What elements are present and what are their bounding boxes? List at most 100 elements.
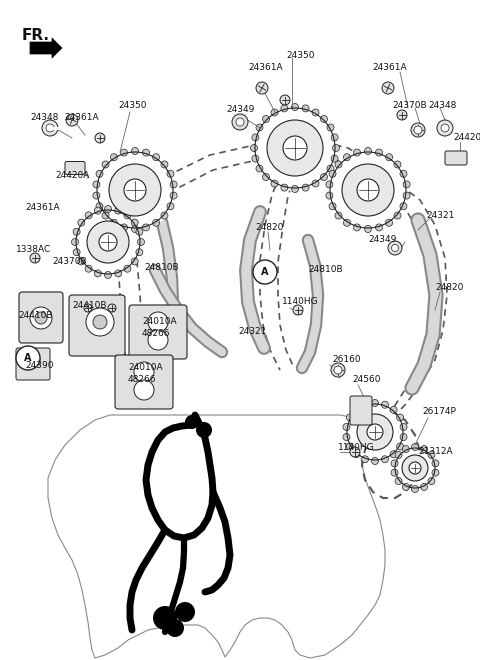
Text: 24348: 24348 <box>428 100 456 110</box>
Circle shape <box>333 145 339 152</box>
Circle shape <box>134 380 154 400</box>
Circle shape <box>85 212 92 219</box>
FancyBboxPatch shape <box>16 348 50 380</box>
Circle shape <box>267 120 323 176</box>
Text: 24349: 24349 <box>368 236 396 244</box>
Circle shape <box>108 304 116 312</box>
Circle shape <box>30 307 52 329</box>
Circle shape <box>302 184 309 191</box>
Circle shape <box>120 149 128 156</box>
Circle shape <box>78 258 85 265</box>
Text: 21312A: 21312A <box>418 447 453 457</box>
Circle shape <box>236 118 244 126</box>
Text: 24410B: 24410B <box>18 310 52 319</box>
Text: 24349: 24349 <box>226 106 254 114</box>
Circle shape <box>353 224 360 231</box>
Circle shape <box>271 180 278 187</box>
Circle shape <box>344 401 406 463</box>
Circle shape <box>402 446 409 453</box>
Circle shape <box>334 366 342 374</box>
Circle shape <box>283 136 307 160</box>
Circle shape <box>105 271 111 279</box>
Circle shape <box>167 170 174 178</box>
FancyBboxPatch shape <box>115 355 173 409</box>
Circle shape <box>73 249 80 255</box>
Circle shape <box>394 161 401 168</box>
Text: 24321: 24321 <box>238 327 266 337</box>
Circle shape <box>382 401 388 409</box>
Circle shape <box>428 478 435 484</box>
Circle shape <box>30 355 40 365</box>
Circle shape <box>86 308 114 336</box>
Circle shape <box>357 179 379 201</box>
Circle shape <box>256 165 263 172</box>
Circle shape <box>411 444 419 451</box>
Circle shape <box>367 424 383 440</box>
Circle shape <box>437 120 453 136</box>
Circle shape <box>175 602 195 622</box>
FancyBboxPatch shape <box>19 292 63 343</box>
FancyBboxPatch shape <box>445 151 467 165</box>
Circle shape <box>347 414 353 421</box>
Polygon shape <box>30 38 62 58</box>
Circle shape <box>271 109 278 116</box>
Circle shape <box>46 124 54 132</box>
Circle shape <box>402 455 428 481</box>
Circle shape <box>93 181 100 188</box>
Text: 24370B: 24370B <box>392 100 427 110</box>
Circle shape <box>153 219 159 226</box>
Circle shape <box>93 192 100 199</box>
Circle shape <box>115 270 122 277</box>
Circle shape <box>293 305 303 315</box>
Circle shape <box>78 219 85 226</box>
Circle shape <box>185 415 199 429</box>
Circle shape <box>73 228 80 236</box>
Circle shape <box>420 446 428 453</box>
Circle shape <box>403 181 410 188</box>
Circle shape <box>99 233 117 251</box>
Circle shape <box>396 443 404 450</box>
Circle shape <box>281 105 288 112</box>
Circle shape <box>143 224 149 231</box>
Circle shape <box>395 478 402 484</box>
Circle shape <box>353 407 360 413</box>
Circle shape <box>167 203 174 210</box>
Text: 24361A: 24361A <box>64 114 98 123</box>
Circle shape <box>326 181 333 188</box>
Text: 24390: 24390 <box>25 360 53 370</box>
Circle shape <box>321 174 327 180</box>
Circle shape <box>124 179 146 201</box>
Circle shape <box>280 95 290 105</box>
Circle shape <box>35 312 47 324</box>
Circle shape <box>357 414 393 450</box>
Circle shape <box>395 451 402 459</box>
Circle shape <box>263 174 269 180</box>
Text: 26174P: 26174P <box>422 407 456 416</box>
Circle shape <box>411 123 425 137</box>
Text: 24820: 24820 <box>255 224 283 232</box>
Circle shape <box>411 486 419 492</box>
Circle shape <box>312 109 319 116</box>
Circle shape <box>331 134 338 141</box>
Circle shape <box>391 469 398 476</box>
Circle shape <box>302 105 309 112</box>
Circle shape <box>312 180 319 187</box>
Circle shape <box>394 212 401 219</box>
Circle shape <box>397 110 407 120</box>
Circle shape <box>16 346 40 370</box>
Text: A: A <box>24 353 32 363</box>
Circle shape <box>134 362 154 382</box>
Circle shape <box>73 207 143 277</box>
Circle shape <box>94 270 101 277</box>
Circle shape <box>84 304 92 312</box>
Circle shape <box>382 456 388 463</box>
Text: 24820: 24820 <box>435 284 463 292</box>
Circle shape <box>327 124 334 131</box>
Circle shape <box>409 462 421 474</box>
Circle shape <box>263 115 269 123</box>
Text: 24810B: 24810B <box>308 265 343 275</box>
Circle shape <box>196 422 212 438</box>
Text: 24810B: 24810B <box>144 263 179 273</box>
Text: 24370B: 24370B <box>52 257 86 267</box>
Circle shape <box>95 133 105 143</box>
